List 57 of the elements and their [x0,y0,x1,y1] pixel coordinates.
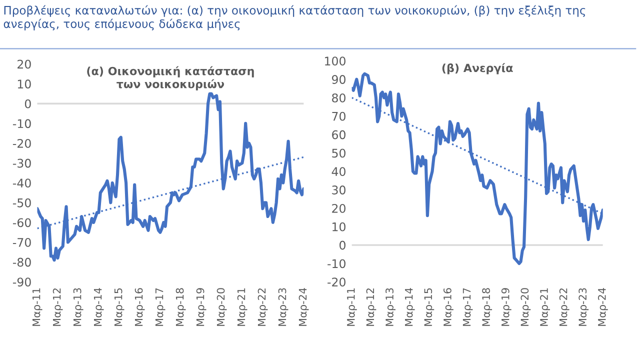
y-tick-label: -80 [12,258,31,267]
y-tick-label: 90 [332,75,346,84]
x-tick-label: Μαρ-21 [540,288,550,326]
x-tick-label: Μαρ-13 [73,288,84,326]
y-tick-label: 60 [332,130,346,140]
y-tick-label: -20 [12,138,31,148]
x-tick-label: Μαρ-16 [444,288,454,326]
y-tick-label: 20 [18,60,31,69]
x-tick-label: Μαρ-14 [405,288,415,326]
x-tick-label: Μαρ-19 [196,288,206,326]
y-tick-label: 10 [18,80,31,88]
x-tick-label: Μαρ-11 [347,288,357,326]
x-tick-label: Μαρ-17 [462,288,473,326]
x-tick-label: Μαρ-15 [114,288,124,326]
x-tick-label: Μαρ-13 [386,288,396,326]
x-tick-label: Μαρ-22 [258,288,268,326]
x-tick-label: Μαρ-17 [155,288,166,326]
x-tick-label: Μαρ-22 [559,288,570,326]
x-tick-label: Μαρ-18 [176,288,186,326]
y-tick-label: 40 [332,167,346,176]
x-tick-label: Μαρ-14 [94,288,104,326]
x-tick-label: Μαρ-24 [598,288,608,326]
y-tick-label: 70 [332,112,346,121]
x-tick-label: Μαρ-21 [237,288,248,326]
y-tick-label: 50 [332,148,346,158]
y-tick-label: 80 [332,93,346,102]
x-tick-label: Μαρ-11 [32,288,42,326]
y-tick-label: 10 [332,222,346,232]
y-tick-label: -30 [12,158,31,168]
y-tick-label: -10 [12,119,31,128]
x-tick-label: Μαρ-12 [366,288,376,326]
y-tick-label: 20 [332,204,346,213]
chart-subtitle: (β) Ανεργία [442,63,513,74]
y-tick-label: 0 [340,240,346,250]
x-tick-label: Μαρ-20 [520,288,531,326]
chart-title: Προβλέψεις καταναλωτών για: (α) την οικονομική κατάσταση των νοικοκυριών, (β) την εξέλιξη της ανεργίας, τους επόμενους δώδεκα μήνες [4,5,586,30]
x-tick-label: Μαρ-24 [298,288,309,326]
x-tick-label: Μαρ-19 [501,288,512,326]
y-tick-label: 0 [24,99,31,108]
y-tick-label: 30 [332,186,346,194]
x-tick-label: Μαρ-23 [278,288,288,326]
y-tick-label: -90 [12,278,31,287]
text: (α) Οικονομική κατάσταση των νοικοκυριών [87,66,254,90]
y-tick-label: -70 [12,238,31,247]
y-tick-label: -20 [328,278,346,287]
y-tick-label: -50 [12,198,31,208]
y-tick-label: 100 [325,56,346,66]
y-tick-label: -60 [12,218,31,228]
y-tick-label: -10 [328,259,346,268]
x-tick-label: Μαρ-12 [52,288,63,326]
x-tick-label: Μαρ-18 [482,288,492,326]
x-tick-label: Μαρ-15 [424,288,434,326]
line-series [37,92,304,262]
y-tick-label: -40 [12,178,31,188]
x-tick-label: Μαρ-23 [578,288,589,326]
x-tick-label: Μαρ-20 [216,288,227,326]
x-tick-label: Μαρ-16 [134,288,145,326]
